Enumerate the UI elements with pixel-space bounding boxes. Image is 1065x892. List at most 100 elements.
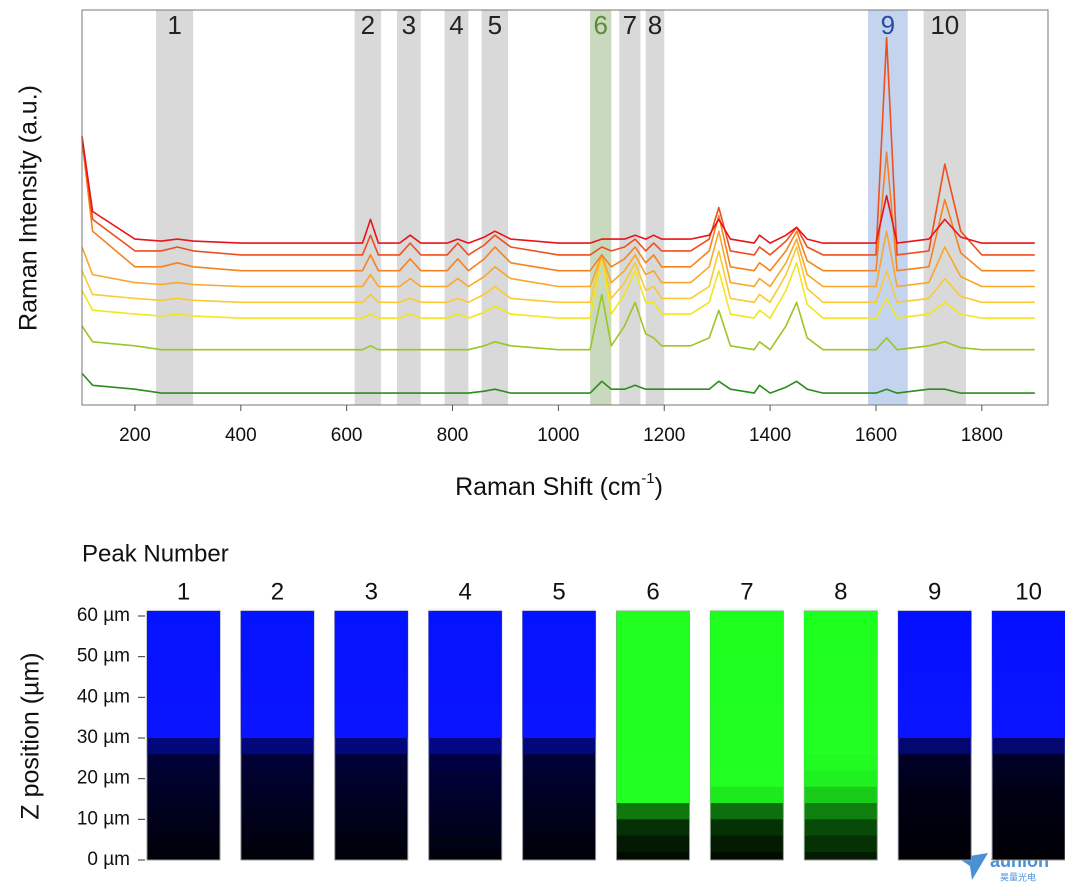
intensity-cell — [804, 611, 878, 641]
x-tick-label: 1000 — [537, 425, 579, 446]
intensity-cell — [522, 611, 596, 706]
x-tick-label: 1200 — [643, 425, 685, 446]
intensity-cell — [616, 607, 690, 625]
peak-number: 9 — [928, 578, 941, 605]
intensity-cell — [616, 611, 690, 690]
z-axis-label: Z position (µm) — [17, 652, 45, 819]
z-tick-label: 30 µm — [77, 727, 130, 748]
peak-band-label: 6 — [593, 10, 607, 40]
intensity-cell — [241, 608, 314, 624]
z-tick-label: 20 µm — [77, 768, 130, 789]
x-tick-label: 400 — [225, 425, 257, 446]
intensity-cell — [804, 611, 878, 706]
peak-number: 2 — [271, 578, 284, 605]
intensity-cell — [428, 607, 502, 625]
peak-band — [590, 10, 612, 405]
peak-number: 4 — [459, 578, 472, 605]
spectrum-line — [81, 230, 1035, 288]
intensity-cell — [992, 608, 1065, 624]
peak-band — [619, 10, 641, 405]
peak-number: 6 — [646, 578, 659, 605]
intensity-cell — [240, 611, 314, 706]
spectrum-line — [81, 254, 1035, 319]
intensity-cell — [428, 611, 502, 657]
spectrum-line — [81, 293, 1035, 351]
peak-band-label: 10 — [930, 10, 959, 40]
x-tick-label: 1800 — [961, 425, 1003, 446]
intensity-cell — [804, 607, 878, 625]
intensity-cell — [428, 611, 502, 706]
x-label-end: ) — [655, 473, 663, 501]
intensity-cell — [898, 611, 972, 706]
x-axis-label: Raman Shift (cm-1) — [455, 470, 663, 501]
peak-number: 1 — [177, 578, 190, 605]
peak-band — [354, 10, 382, 405]
x-tick-label: 1600 — [855, 425, 897, 446]
x-tick-label: 600 — [331, 425, 363, 446]
intensity-cell — [710, 611, 784, 657]
intensity-cell — [898, 608, 971, 624]
intensity-cell — [428, 611, 502, 673]
intensity-cell — [804, 611, 878, 673]
y-axis-label: Raman Intensity (a.u.) — [15, 85, 43, 331]
intensity-cell — [710, 611, 784, 690]
peak-number: 5 — [552, 578, 565, 605]
intensity-cell — [334, 611, 408, 706]
spectrum-line — [81, 140, 1035, 272]
intensity-cell — [804, 611, 878, 657]
intensity-cell — [616, 611, 690, 755]
spectrum-line — [81, 136, 1035, 244]
intensity-cell — [710, 611, 784, 673]
intensity-cell — [616, 611, 690, 657]
z-tick-label: 50 µm — [77, 646, 130, 667]
intensity-cell — [147, 611, 220, 706]
intensity-cell — [616, 611, 690, 641]
peak-band — [444, 10, 469, 405]
x-label-sup: -1 — [641, 470, 654, 487]
intensity-cell — [428, 611, 502, 690]
z-tick-label: 0 µm — [87, 849, 130, 870]
z-tick-label: 40 µm — [77, 686, 130, 707]
spectrum-line — [81, 246, 1035, 304]
peak-number: 10 — [1015, 578, 1042, 605]
intensity-cell — [992, 611, 1065, 706]
intensity-cell — [147, 611, 220, 722]
intensity-cell — [240, 611, 314, 722]
peak-band-label: 5 — [488, 10, 502, 40]
z-tick-label: 10 µm — [77, 808, 130, 829]
x-tick-label: 800 — [437, 425, 469, 446]
intensity-cell — [616, 611, 690, 673]
peak-band-label: 1 — [167, 10, 181, 40]
peak-band — [923, 10, 966, 405]
intensity-cell — [992, 611, 1065, 722]
intensity-cell — [898, 611, 972, 722]
intensity-cell — [710, 607, 784, 625]
intensity-cell — [804, 611, 878, 738]
peak-band-label: 8 — [648, 10, 662, 40]
peak-band — [645, 10, 665, 405]
intensity-cell — [335, 608, 408, 624]
peak-number: 3 — [365, 578, 378, 605]
peak-band — [396, 10, 421, 405]
peak-band — [156, 10, 194, 405]
intensity-cell — [616, 611, 690, 738]
peak-band-label: 3 — [402, 10, 416, 40]
peak-band-label: 7 — [623, 10, 637, 40]
intensity-cell — [523, 608, 596, 624]
intensity-cell — [334, 611, 408, 722]
peak-number: 7 — [740, 578, 753, 605]
logo-sub: 昊量光电 — [1000, 871, 1036, 882]
peak-band-label: 4 — [449, 10, 463, 40]
intensity-cell — [710, 611, 784, 641]
x-label-text: Raman Shift (cm — [455, 473, 641, 501]
intensity-cell — [804, 611, 878, 722]
intensity-cell — [428, 611, 502, 641]
intensity-cell — [710, 611, 784, 738]
spectrum-line — [81, 372, 1035, 394]
peak-band — [481, 10, 509, 405]
intensity-cell — [710, 611, 784, 755]
peak-band-label: 2 — [361, 10, 375, 40]
intensity-cell — [147, 608, 220, 624]
intensity-cell — [710, 611, 784, 722]
